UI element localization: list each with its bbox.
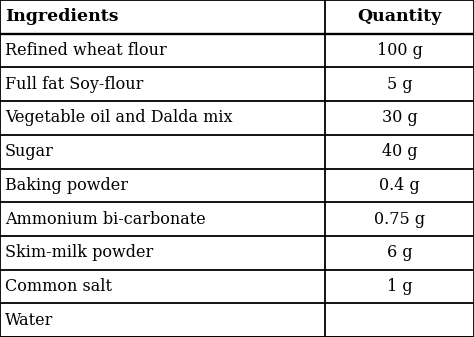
Text: Ingredients: Ingredients xyxy=(5,8,118,25)
Text: 30 g: 30 g xyxy=(382,110,418,126)
Text: Skim-milk powder: Skim-milk powder xyxy=(5,244,153,261)
Text: 0.4 g: 0.4 g xyxy=(379,177,420,194)
Text: Water: Water xyxy=(5,312,53,329)
Text: Quantity: Quantity xyxy=(357,8,442,25)
Text: Vegetable oil and Dalda mix: Vegetable oil and Dalda mix xyxy=(5,110,232,126)
Text: Full fat Soy-flour: Full fat Soy-flour xyxy=(5,76,143,93)
Text: Baking powder: Baking powder xyxy=(5,177,128,194)
Text: Sugar: Sugar xyxy=(5,143,54,160)
Text: Common salt: Common salt xyxy=(5,278,112,295)
Text: 100 g: 100 g xyxy=(377,42,422,59)
Text: 1 g: 1 g xyxy=(387,278,412,295)
Text: Ammonium bi-carbonate: Ammonium bi-carbonate xyxy=(5,211,206,227)
Text: 40 g: 40 g xyxy=(382,143,418,160)
Text: Refined wheat flour: Refined wheat flour xyxy=(5,42,166,59)
Text: 6 g: 6 g xyxy=(387,244,412,261)
Text: 0.75 g: 0.75 g xyxy=(374,211,425,227)
Text: 5 g: 5 g xyxy=(387,76,412,93)
